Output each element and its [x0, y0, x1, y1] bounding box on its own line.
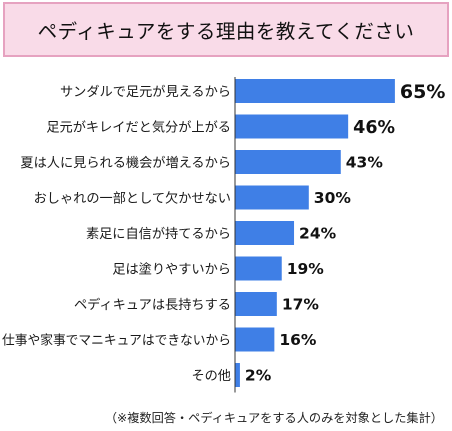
value-label: 19%: [287, 260, 325, 278]
bar: [235, 292, 277, 316]
bar: [235, 363, 240, 387]
category-label: ペディキュアは長持ちする: [74, 296, 231, 313]
category-label: 足は塗りやすいから: [112, 261, 231, 278]
bar: [235, 256, 282, 281]
bar: [235, 221, 295, 245]
value-label: 46%: [353, 118, 395, 138]
category-label: 仕事や家事でマニキュアはできないから: [2, 332, 231, 349]
bar: [235, 79, 395, 103]
category-label: その他: [191, 368, 231, 384]
value-label: 2%: [245, 367, 272, 385]
footnote: （※複数回答・ペディキュアをする人のみを対象とした集計）: [104, 411, 443, 425]
category-label: サンダルで足元が見えるから: [60, 84, 231, 100]
value-label: 24%: [299, 225, 337, 243]
category-label: おしゃれの一部として欠かせない: [34, 191, 231, 207]
bar: [235, 150, 341, 174]
bar: [235, 114, 349, 139]
bar: [235, 185, 309, 210]
category-label: 素足に自信が持てるから: [86, 226, 231, 242]
labels-layer: サンダルで足元が見えるから 65% 足元がキレイだと気分が上がる 46% 夏は人に見られ…: [2, 81, 445, 385]
category-label: 夏は人に見られる機会が増えるから: [20, 155, 231, 171]
value-label: 17%: [282, 296, 320, 314]
value-label: 30%: [314, 189, 352, 207]
bar: [235, 327, 275, 352]
chart-title: ペディキュアをする理由を教えてください: [3, 2, 449, 57]
bars-layer: [235, 79, 395, 387]
value-label: 16%: [279, 331, 317, 349]
value-label: 43%: [346, 154, 384, 172]
category-label: 足元がキレイだと気分が上がる: [46, 120, 231, 136]
value-label: 65%: [400, 81, 445, 103]
